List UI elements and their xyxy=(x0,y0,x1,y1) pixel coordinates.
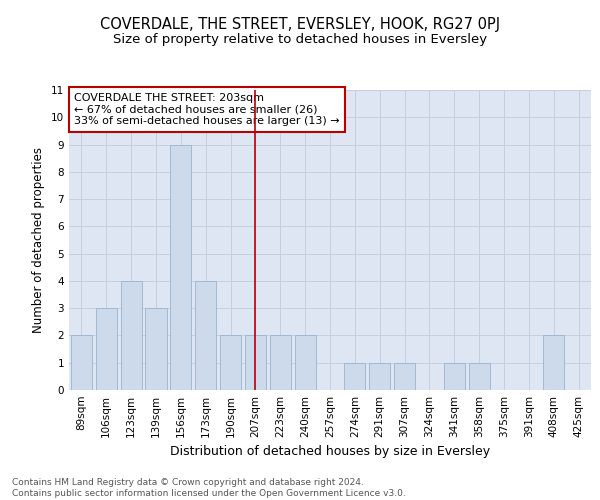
Bar xyxy=(170,144,191,390)
Bar xyxy=(195,281,216,390)
Bar xyxy=(469,362,490,390)
Bar xyxy=(145,308,167,390)
Bar xyxy=(394,362,415,390)
Bar xyxy=(270,336,291,390)
Bar xyxy=(444,362,465,390)
Bar xyxy=(295,336,316,390)
Bar xyxy=(245,336,266,390)
Bar xyxy=(71,336,92,390)
Text: COVERDALE, THE STREET, EVERSLEY, HOOK, RG27 0PJ: COVERDALE, THE STREET, EVERSLEY, HOOK, R… xyxy=(100,18,500,32)
Y-axis label: Number of detached properties: Number of detached properties xyxy=(32,147,46,333)
Bar xyxy=(543,336,564,390)
Bar xyxy=(121,281,142,390)
X-axis label: Distribution of detached houses by size in Eversley: Distribution of detached houses by size … xyxy=(170,446,490,458)
Text: Size of property relative to detached houses in Eversley: Size of property relative to detached ho… xyxy=(113,32,487,46)
Bar xyxy=(369,362,390,390)
Bar xyxy=(220,336,241,390)
Text: COVERDALE THE STREET: 203sqm
← 67% of detached houses are smaller (26)
33% of se: COVERDALE THE STREET: 203sqm ← 67% of de… xyxy=(74,93,340,126)
Bar xyxy=(96,308,117,390)
Bar xyxy=(344,362,365,390)
Text: Contains HM Land Registry data © Crown copyright and database right 2024.
Contai: Contains HM Land Registry data © Crown c… xyxy=(12,478,406,498)
